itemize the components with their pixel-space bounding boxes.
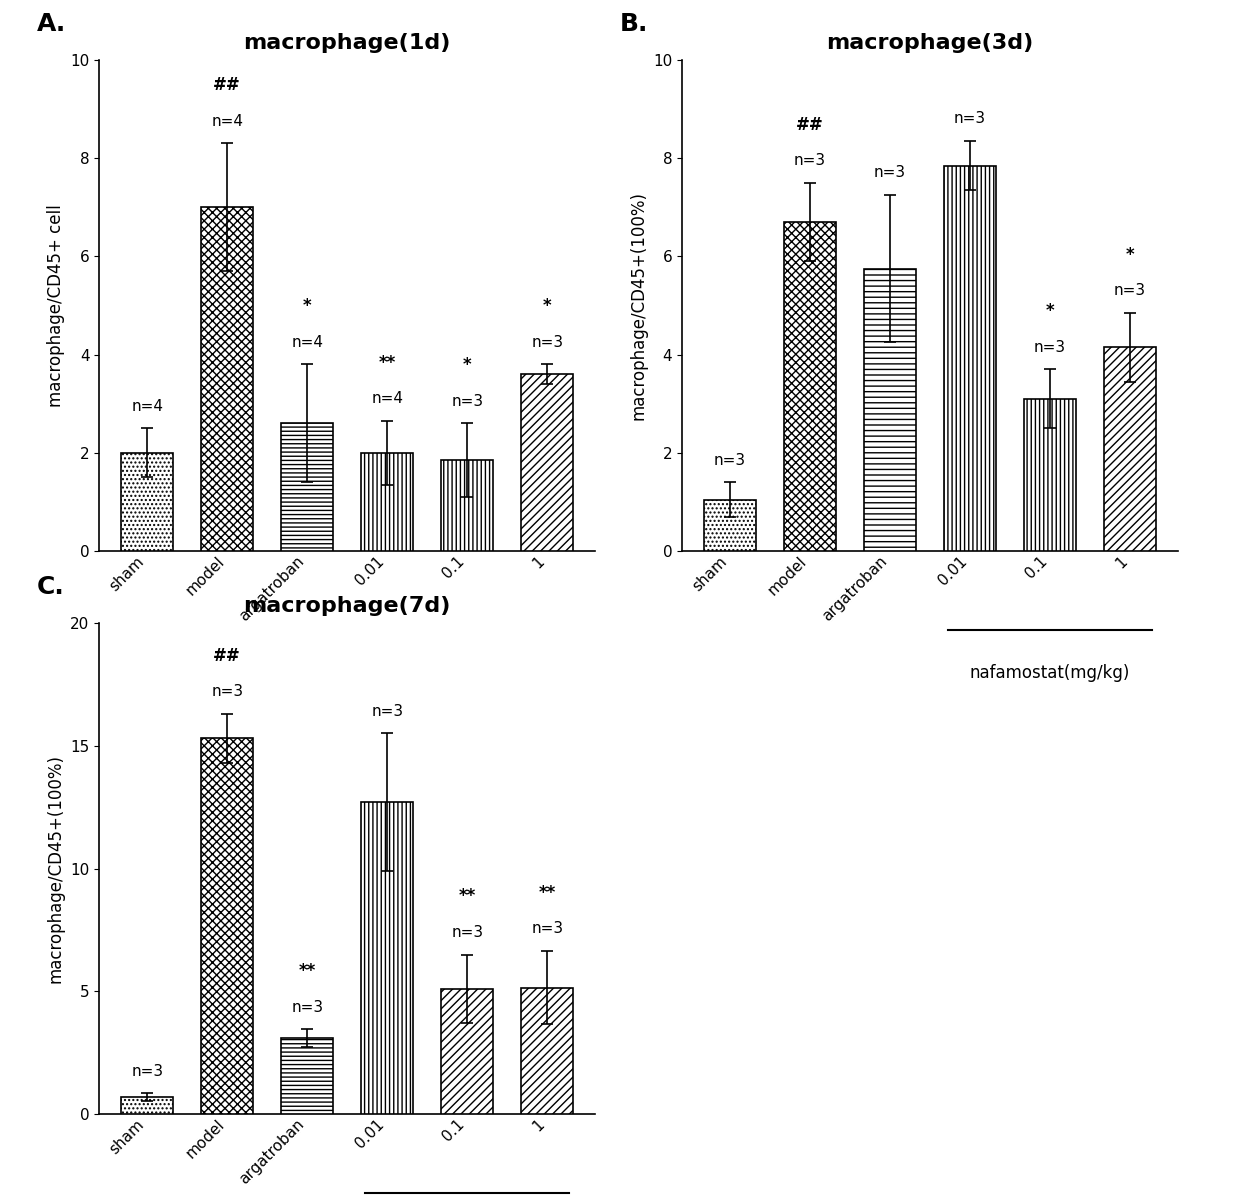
Bar: [201, 207, 253, 551]
Bar: [122, 1097, 174, 1114]
Text: *: *: [1126, 246, 1135, 264]
Text: nafamostat(mg/kg): nafamostat(mg/kg): [387, 664, 547, 682]
Text: n=3: n=3: [211, 684, 243, 700]
Text: C.: C.: [37, 575, 64, 599]
Y-axis label: macrophage/CD45+ cell: macrophage/CD45+ cell: [47, 204, 64, 407]
Text: n=3: n=3: [131, 1064, 164, 1078]
Text: n=3: n=3: [954, 111, 986, 126]
Y-axis label: macrophage/CD45+(100%): macrophage/CD45+(100%): [630, 190, 647, 420]
Bar: [864, 268, 916, 551]
Bar: [201, 738, 253, 1114]
Bar: [521, 987, 573, 1114]
Text: n=3: n=3: [291, 999, 324, 1015]
Bar: [521, 374, 573, 551]
Text: n=3: n=3: [371, 703, 403, 719]
Text: **: **: [378, 353, 396, 371]
Text: n=3: n=3: [1034, 339, 1066, 355]
Text: n=3: n=3: [451, 925, 484, 939]
Text: **: **: [299, 962, 316, 980]
Text: n=3: n=3: [874, 165, 906, 180]
Text: B.: B.: [620, 12, 649, 36]
Bar: [441, 460, 494, 551]
Text: n=3: n=3: [531, 921, 563, 936]
Bar: [1024, 399, 1076, 551]
Text: *: *: [543, 297, 552, 315]
Text: n=4: n=4: [211, 114, 243, 128]
Text: ##: ##: [796, 115, 823, 133]
Bar: [281, 423, 334, 551]
Bar: [784, 222, 836, 551]
Text: **: **: [459, 888, 476, 906]
Text: n=4: n=4: [131, 399, 164, 413]
Bar: [944, 165, 996, 551]
Text: n=3: n=3: [1114, 283, 1146, 298]
Bar: [441, 988, 494, 1114]
Bar: [361, 453, 413, 551]
Text: n=4: n=4: [291, 334, 324, 350]
Text: **: **: [538, 884, 556, 902]
Bar: [122, 453, 174, 551]
Text: n=3: n=3: [451, 394, 484, 409]
Title: macrophage(7d): macrophage(7d): [243, 595, 451, 616]
Text: A.: A.: [37, 12, 67, 36]
Text: *: *: [1045, 302, 1054, 320]
Text: n=3: n=3: [531, 334, 563, 350]
Bar: [1104, 347, 1156, 551]
Text: n=4: n=4: [371, 392, 403, 406]
Title: macrophage(3d): macrophage(3d): [826, 32, 1034, 53]
Bar: [361, 803, 413, 1114]
Text: n=3: n=3: [714, 453, 746, 467]
Text: nafamostat(mg/kg): nafamostat(mg/kg): [970, 664, 1130, 682]
Text: *: *: [303, 297, 311, 315]
Bar: [281, 1037, 334, 1114]
Bar: [704, 500, 756, 551]
Text: ##: ##: [213, 647, 241, 665]
Text: ##: ##: [213, 77, 241, 95]
Title: macrophage(1d): macrophage(1d): [243, 32, 451, 53]
Text: *: *: [463, 356, 471, 374]
Y-axis label: macrophage/CD45+(100%): macrophage/CD45+(100%): [47, 754, 64, 984]
Text: n=3: n=3: [794, 153, 826, 168]
